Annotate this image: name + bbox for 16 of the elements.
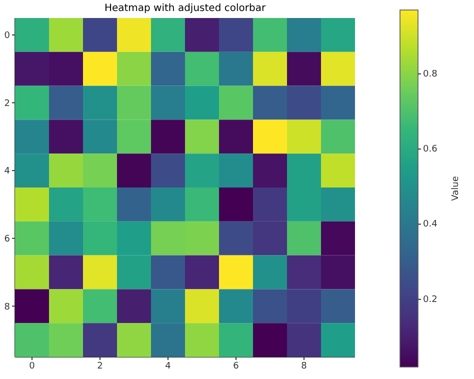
color-bar-label: 0.8 bbox=[423, 69, 438, 80]
color-bar-label: 0.4 bbox=[423, 220, 438, 230]
y-tick-label: 2 bbox=[4, 98, 10, 109]
x-tick-label: 2 bbox=[97, 361, 103, 372]
y-tick-label: 4 bbox=[4, 166, 10, 177]
x-tick-label: 4 bbox=[165, 361, 172, 372]
chart-title: Heatmap with adjusted colorbar bbox=[103, 3, 267, 14]
color-bar-label: 0.2 bbox=[423, 294, 438, 305]
y-tick-label: 0 bbox=[4, 31, 10, 42]
color-bar-label: 0.6 bbox=[423, 144, 438, 155]
color-bar-title: Value bbox=[451, 176, 461, 201]
y-tick-label: 8 bbox=[4, 302, 10, 312]
x-tick-label: 6 bbox=[233, 361, 240, 372]
x-tick-label: 0 bbox=[29, 361, 36, 372]
y-tick-label: 6 bbox=[4, 234, 10, 245]
x-tick-label: 8 bbox=[301, 361, 308, 372]
